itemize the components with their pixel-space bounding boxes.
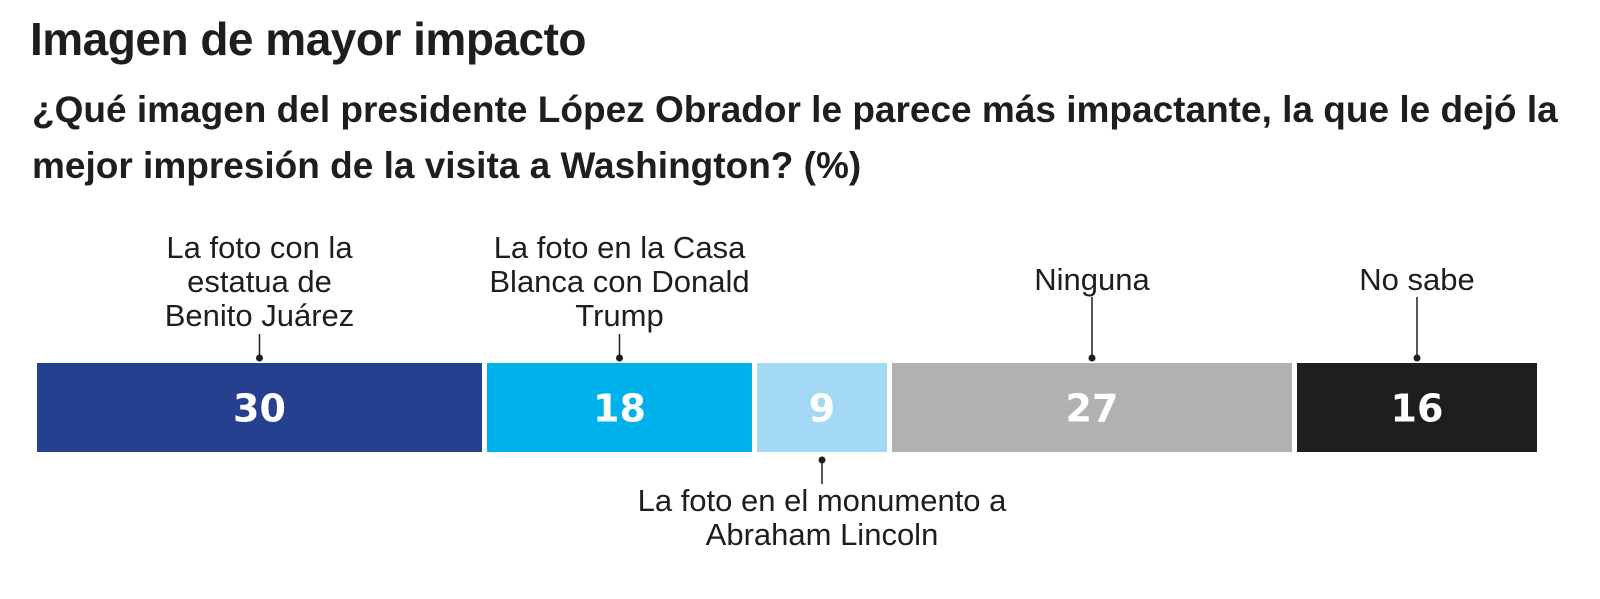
leader-dot bbox=[256, 354, 263, 362]
category-label-line: Ninguna bbox=[1034, 262, 1150, 297]
category-label-line: La foto en el monumento a bbox=[638, 483, 1008, 518]
category-label-line: Abraham Lincoln bbox=[706, 517, 939, 552]
chart-title: Imagen de mayor impacto bbox=[30, 13, 587, 65]
category-label-line: La foto en la Casa bbox=[494, 230, 746, 265]
bar-value-label: 27 bbox=[1066, 387, 1119, 431]
bar-segment-1 bbox=[37, 363, 482, 452]
bar-segment-3 bbox=[757, 363, 887, 452]
bar-value-label: 18 bbox=[593, 387, 646, 431]
bars-layer: 30 18 9 27 16 bbox=[37, 363, 1537, 452]
leader-dot bbox=[1088, 354, 1096, 362]
bar-value-label: 9 bbox=[809, 387, 835, 431]
bar-segment-4 bbox=[892, 363, 1292, 452]
leader-dot bbox=[1413, 354, 1421, 362]
bar-value-label: 30 bbox=[233, 387, 286, 431]
category-label-line: Trump bbox=[575, 298, 663, 333]
leader-dot bbox=[616, 354, 623, 362]
category-label-line: Benito Juárez bbox=[165, 298, 355, 333]
category-label-line: Blanca con Donald bbox=[489, 264, 749, 299]
bar-segment-2 bbox=[487, 363, 752, 452]
chart-subtitle: ¿Qué imagen del presidente López Obrador… bbox=[32, 89, 1558, 186]
category-label-5: No sabe bbox=[1359, 262, 1475, 362]
bar-segment-5 bbox=[1297, 363, 1537, 452]
category-label-line: La foto con la bbox=[166, 230, 353, 265]
category-label-line: estatua de bbox=[187, 264, 332, 299]
category-label-line: No sabe bbox=[1359, 262, 1474, 297]
category-label-4: Ninguna bbox=[1034, 262, 1150, 362]
bar-value-label: 16 bbox=[1391, 387, 1444, 431]
